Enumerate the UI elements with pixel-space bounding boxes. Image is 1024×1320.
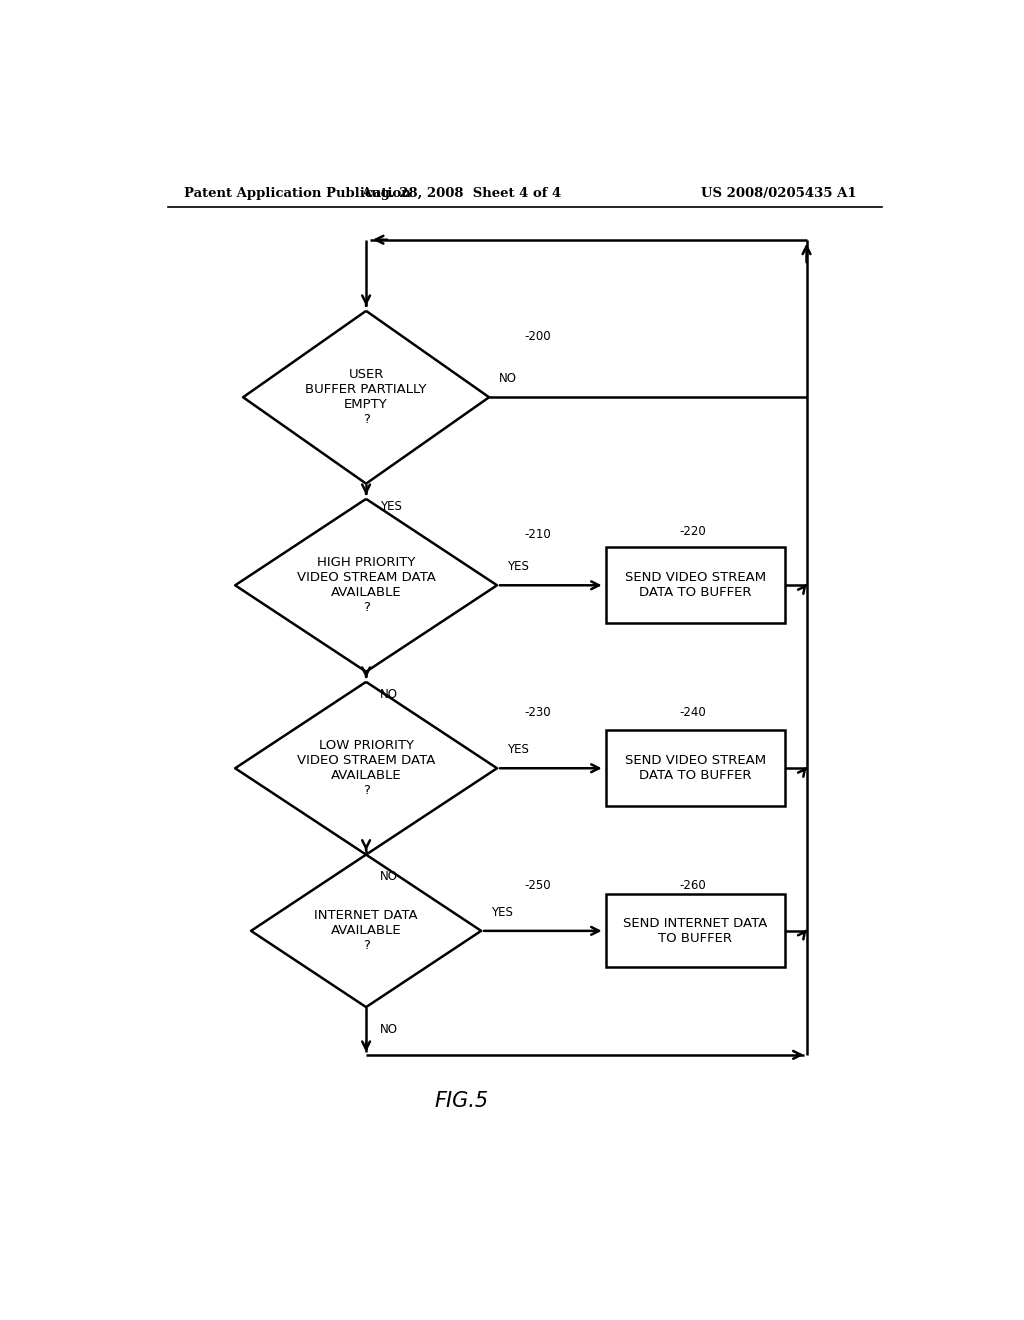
Text: US 2008/0205435 A1: US 2008/0205435 A1 [701, 187, 856, 201]
Bar [606, 548, 784, 623]
Text: NO: NO [380, 688, 398, 701]
Text: FIG.5: FIG.5 [434, 1090, 488, 1110]
Text: Aug. 28, 2008  Sheet 4 of 4: Aug. 28, 2008 Sheet 4 of 4 [361, 187, 561, 201]
Text: YES: YES [507, 743, 528, 756]
Text: NO: NO [499, 372, 517, 385]
Text: HIGH PRIORITY
VIDEO STREAM DATA
AVAILABLE
?: HIGH PRIORITY VIDEO STREAM DATA AVAILABL… [297, 556, 435, 614]
Text: YES: YES [490, 906, 513, 919]
Text: SEND VIDEO STREAM
DATA TO BUFFER: SEND VIDEO STREAM DATA TO BUFFER [625, 572, 766, 599]
Text: LOW PRIORITY
VIDEO STRAEM DATA
AVAILABLE
?: LOW PRIORITY VIDEO STRAEM DATA AVAILABLE… [297, 739, 435, 797]
Text: YES: YES [380, 499, 402, 512]
Text: INTERNET DATA
AVAILABLE
?: INTERNET DATA AVAILABLE ? [314, 909, 418, 952]
Bar [606, 730, 784, 807]
Text: -210: -210 [524, 528, 552, 541]
Text: -220: -220 [680, 525, 707, 539]
Text: -240: -240 [680, 706, 707, 719]
Text: -230: -230 [524, 706, 552, 719]
Text: Patent Application Publication: Patent Application Publication [183, 187, 411, 201]
Text: NO: NO [380, 870, 398, 883]
Text: NO: NO [380, 1023, 398, 1036]
Text: SEND INTERNET DATA
TO BUFFER: SEND INTERNET DATA TO BUFFER [624, 917, 768, 945]
Bar [606, 894, 784, 968]
Text: SEND VIDEO STREAM
DATA TO BUFFER: SEND VIDEO STREAM DATA TO BUFFER [625, 754, 766, 783]
Text: -200: -200 [524, 330, 552, 343]
Text: USER
BUFFER PARTIALLY
EMPTY
?: USER BUFFER PARTIALLY EMPTY ? [305, 368, 427, 426]
Text: -260: -260 [680, 879, 707, 891]
Text: YES: YES [507, 561, 528, 573]
Text: -250: -250 [524, 879, 552, 891]
